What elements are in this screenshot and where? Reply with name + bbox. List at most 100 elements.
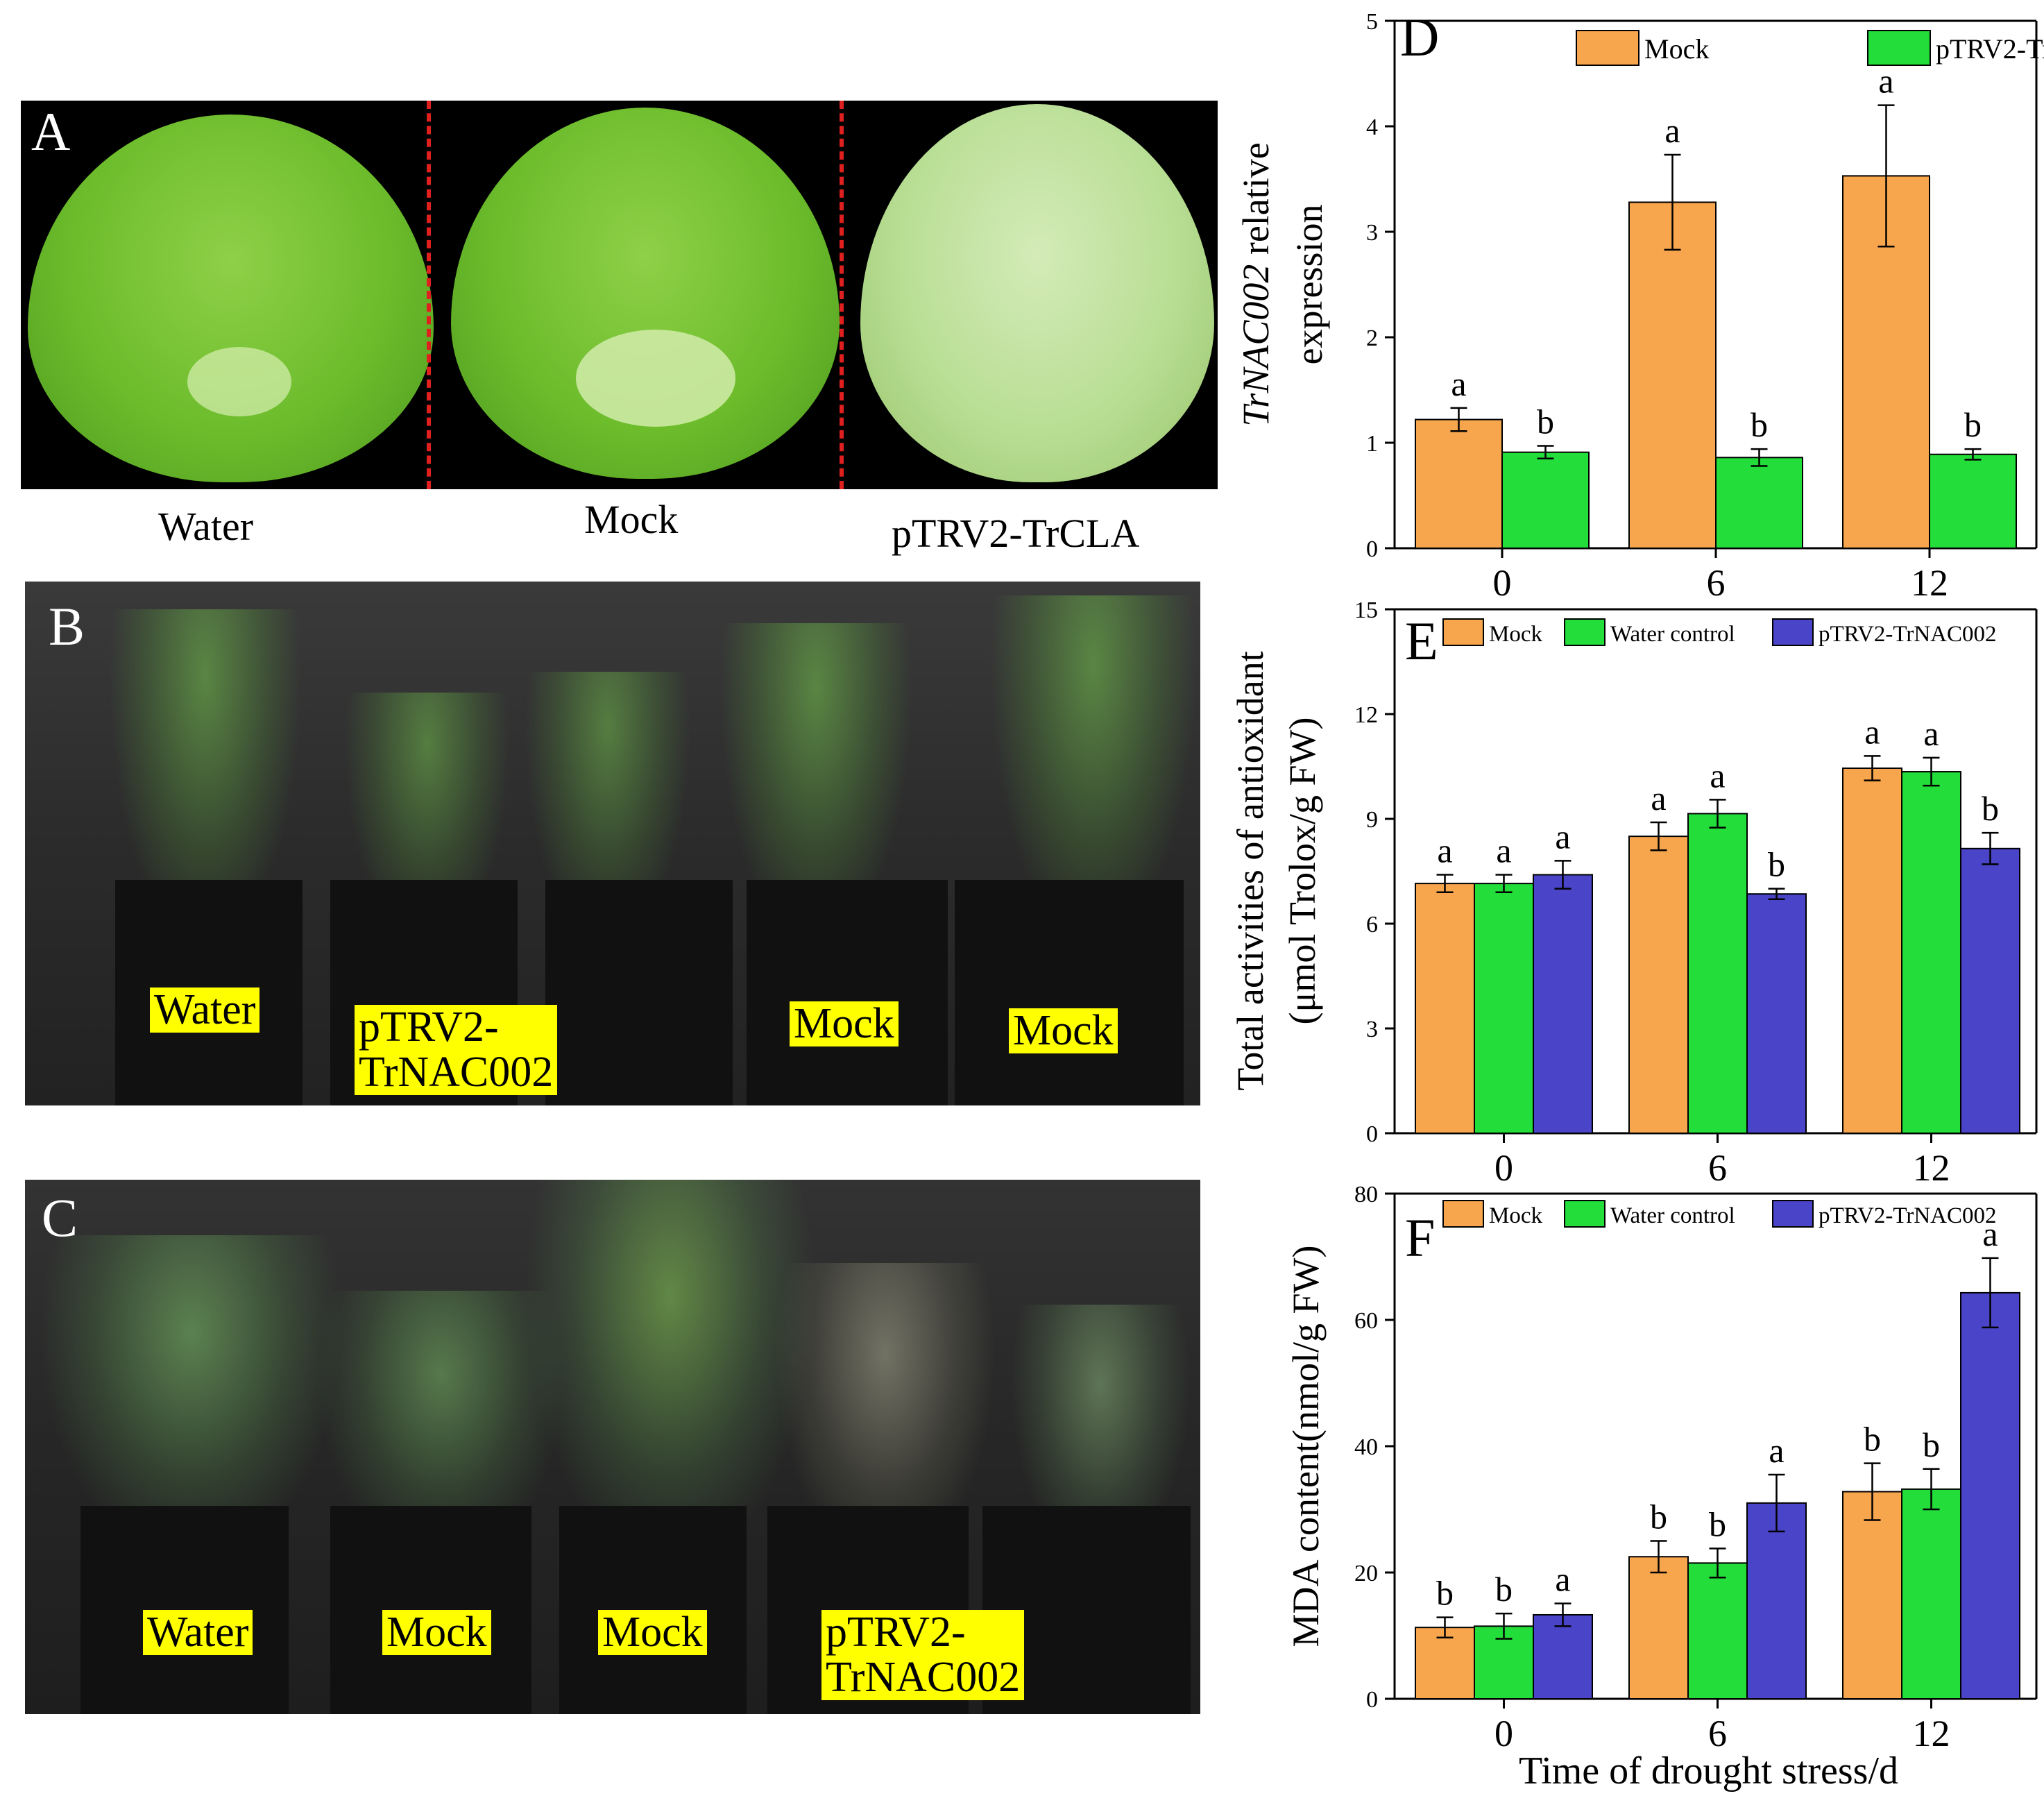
significance-letter: b: [1436, 1574, 1454, 1613]
bar: [1960, 847, 2020, 1134]
y-tick-label: 6: [1366, 912, 1378, 938]
bar: [1687, 813, 1748, 1134]
y-tick-label: 2: [1366, 325, 1378, 351]
panel-b-photo: B Water pTRV2- TrNAC002 Mock Mock: [25, 582, 1200, 1105]
y-tick-label: 3: [1366, 220, 1378, 246]
legend-label: Mock: [1489, 1203, 1542, 1228]
bar: [1901, 1488, 1961, 1699]
y-tick-label: 3: [1366, 1017, 1378, 1042]
bar: [1628, 201, 1717, 549]
significance-letter: b: [1650, 1498, 1667, 1536]
y-tick-label: 60: [1354, 1308, 1378, 1334]
bar: [1501, 451, 1590, 549]
significance-letter: b: [1495, 1570, 1513, 1609]
significance-letter: a: [1710, 756, 1725, 795]
significance-letter: b: [1709, 1504, 1726, 1543]
significance-letter: b: [1982, 789, 1999, 828]
significance-letter: a: [1496, 831, 1511, 870]
legend-label: pTRV2-TrNAC002: [1819, 622, 1997, 647]
caption-mock: Mock: [584, 497, 679, 542]
legend-swatch: [1867, 30, 1931, 66]
pot-3: [545, 880, 733, 1105]
bar: [1533, 874, 1593, 1134]
significance-letter: b: [1768, 845, 1785, 884]
chart-d: 0123450ab6ab12abDMockpTRV2-TrNAC002TrNAC…: [1235, 7, 2044, 604]
significance-letter: a: [1864, 712, 1880, 751]
legend-swatch: [1564, 618, 1606, 646]
significance-letter: b: [1537, 402, 1554, 441]
y-tick-label: 4: [1366, 115, 1378, 140]
significance-letter: a: [1982, 1214, 1998, 1253]
y-tick-label: 40: [1354, 1434, 1378, 1460]
bar: [1628, 836, 1689, 1134]
x-tick-label: 0: [1494, 1147, 1513, 1189]
x-tick-label: 6: [1708, 1147, 1727, 1189]
y-tick-label: 9: [1366, 807, 1378, 833]
bar: [1842, 768, 1902, 1135]
bar: [1929, 453, 2017, 549]
panel-letter: E: [1405, 611, 1438, 671]
x-tick-label: 12: [1913, 1713, 1950, 1754]
legend-swatch: [1772, 618, 1814, 646]
legend-label: pTRV2-TrNAC002: [1936, 33, 2044, 65]
pot-label-ptrv2-trnac002: pTRV2- TrNAC002: [355, 1004, 558, 1096]
bar: [1746, 893, 1807, 1134]
plant-c-3: [525, 1180, 816, 1568]
separator-line-2: [840, 101, 844, 489]
pot-5: [955, 880, 1184, 1105]
bar: [1415, 883, 1475, 1135]
y-axis-label-line2: (μmol Trolox/g FW): [1281, 717, 1323, 1024]
panel-letter: D: [1400, 7, 1439, 67]
significance-letter: a: [1555, 817, 1570, 856]
chart-f: 0 20 40 60 80 0 b b a 6 b b a 12 b b a F Mock Water control…: [1285, 1182, 2038, 1792]
legend-swatch: [1442, 1200, 1484, 1228]
x-tick-label: 12: [1911, 562, 1948, 604]
bar: [1474, 883, 1534, 1135]
caption-water: Water: [158, 504, 254, 549]
significance-letter: a: [1878, 62, 1893, 101]
pot-c-label-ptrv2-trnac002: pTRV2- TrNAC002: [821, 1609, 1025, 1701]
legend-swatch: [1772, 1200, 1814, 1228]
significance-letter: a: [1923, 714, 1939, 753]
bar: [1960, 1291, 2020, 1699]
legend-label: Water control: [1610, 1203, 1735, 1228]
leaf-mock-patch: [576, 330, 735, 427]
x-tick-label: 6: [1708, 1713, 1727, 1754]
panel-b-letter: B: [49, 596, 85, 656]
y-tick-label: 12: [1354, 702, 1378, 728]
panel-c-photo: C Water Mock Mock pTRV2- TrNAC002: [25, 1180, 1200, 1714]
y-tick-label: 15: [1354, 597, 1378, 623]
bar: [1842, 175, 1930, 549]
panel-letter: F: [1405, 1207, 1435, 1268]
bar: [1415, 418, 1503, 549]
significance-letter: a: [1451, 364, 1466, 403]
x-tick-label: 12: [1913, 1147, 1950, 1189]
significance-letter: a: [1651, 779, 1666, 817]
significance-letter: b: [1864, 1420, 1881, 1459]
y-axis-label-line2: expression: [1288, 205, 1330, 365]
leaf-water: [28, 115, 434, 482]
panel-a-photo: A: [21, 101, 1218, 489]
significance-letter: a: [1437, 831, 1452, 870]
y-tick-label: 5: [1366, 9, 1378, 35]
pot-4: [747, 880, 948, 1105]
y-axis-label: Total activities of antioxidant: [1229, 651, 1271, 1091]
legend-label: Water control: [1610, 622, 1735, 647]
x-axis-label: Time of drought stress/d: [1519, 1749, 1898, 1792]
panel-a-letter: A: [31, 101, 71, 162]
leaf-ptrv2-trcla: [860, 104, 1214, 482]
x-tick-label: 0: [1494, 1713, 1513, 1754]
y-axis-label-gene: TrNAC002: [1235, 264, 1277, 427]
caption-ptrv2-trcla: pTRV2-TrCLA: [892, 511, 1140, 556]
pot-c-label-mock-2: Mock: [598, 1609, 707, 1656]
bar: [1901, 771, 1961, 1135]
y-axis-label: TrNAC002 relative: [1235, 142, 1277, 427]
pot-label-water: Water: [150, 987, 260, 1033]
pot-label-mock-1: Mock: [790, 1001, 898, 1047]
separator-line-1: [427, 101, 431, 489]
bar: [1687, 1562, 1748, 1700]
y-tick-label: 0: [1366, 1121, 1378, 1147]
bar: [1746, 1502, 1807, 1699]
significance-letter: a: [1555, 1560, 1570, 1599]
